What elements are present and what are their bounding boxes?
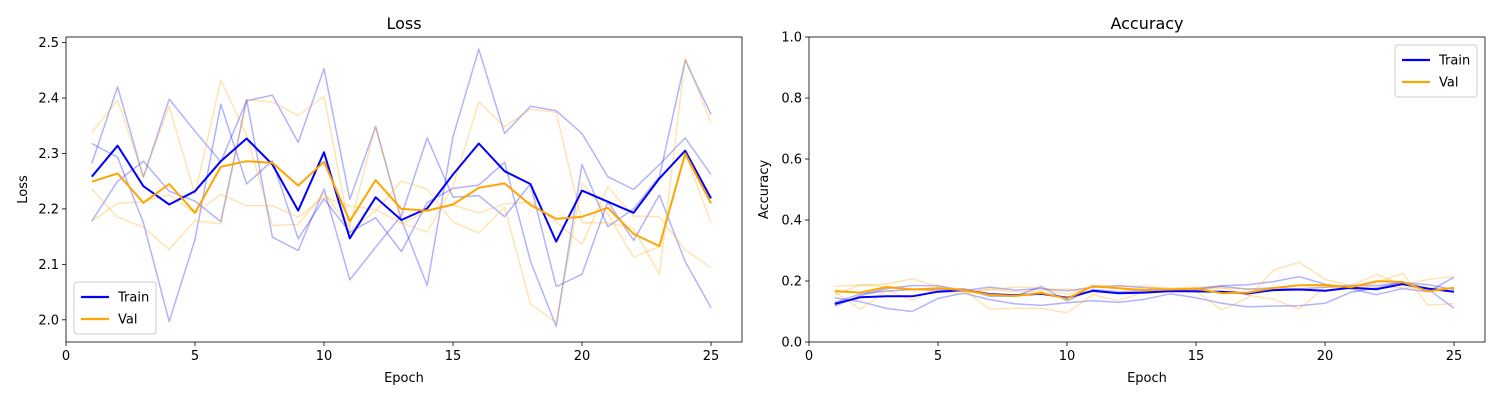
accuracy-legend-label-val: Val [1439,76,1458,91]
loss-legend-box [73,281,157,335]
accuracy-y-tick-label: 0.0 [781,336,802,351]
accuracy-y-tick-label: 0.6 [781,153,802,168]
loss-legend-label-val: Val [118,313,137,328]
accuracy-run-line-5 [834,261,1455,314]
accuracy-run-line-2 [834,275,1455,307]
accuracy-y-tick-label: 0.2 [781,275,802,290]
loss-y-axis-label: Loss [16,175,31,204]
loss-run-line-7 [91,185,712,269]
loss-y-tick-label: 2.5 [38,36,59,51]
accuracy-axes-frame [808,36,1486,343]
loss-legend-label-train: Train [117,291,149,306]
loss-y-tick-label: 2.0 [38,313,59,328]
accuracy-run-line-3 [834,281,1455,313]
accuracy-legend: Train Val [1394,44,1478,98]
accuracy-chart-title: Accuracy [1110,14,1183,33]
loss-run-line-2 [91,48,712,287]
loss-chart-title: Loss [386,14,421,33]
loss-x-tick-label: 5 [191,349,199,364]
loss-y-tick-label: 2.1 [38,258,59,273]
accuracy-y-axis-label: Accuracy [757,160,772,220]
accuracy-legend-label-train: Train [1438,54,1470,69]
accuracy-legend-box [1394,44,1478,98]
loss-run-line-3 [91,98,712,308]
accuracy-x-tick-label: 15 [1188,349,1205,364]
loss-run-line-6 [91,95,712,324]
accuracy-x-tick-label: 0 [805,349,813,364]
accuracy-val-line [834,280,1455,300]
loss-val-line [91,152,712,248]
loss-y-tick-label: 2.4 [38,92,59,107]
loss-y-tick-label: 2.3 [38,147,59,162]
accuracy-x-tick-label: 10 [1059,349,1076,364]
loss-chart: 0 5 10 15 20 25 2.0 2.1 2.2 2.3 2.4 2.5 Loss Epoch Los… [16,14,743,386]
loss-axes-frame [65,36,743,343]
accuracy-x-tick-label: 5 [934,349,942,364]
loss-train-line [91,137,712,243]
loss-run-line-5 [91,56,712,276]
accuracy-y-tick-label: 0.8 [781,92,802,107]
loss-x-tick-label: 25 [703,349,720,364]
accuracy-x-tick-label: 25 [1446,349,1463,364]
loss-legend: Train Val [73,281,157,335]
loss-y-tick-label: 2.2 [38,202,59,217]
loss-run-line-4 [91,59,712,328]
accuracy-chart: 0 5 10 15 20 25 0.0 0.2 0.4 0.6 0.8 1.0 Accuracy Epoc… [757,14,1486,386]
accuracy-y-tick-label: 0.4 [781,214,802,229]
loss-x-tick-label: 20 [574,349,591,364]
loss-x-axis-label: Epoch [384,371,424,386]
loss-x-tick-label: 15 [445,349,462,364]
accuracy-x-tick-label: 20 [1317,349,1334,364]
accuracy-y-tick-label: 1.0 [781,31,802,46]
loss-x-tick-label: 10 [316,349,333,364]
loss-x-tick-label: 0 [62,349,70,364]
accuracy-x-axis-label: Epoch [1127,371,1167,386]
